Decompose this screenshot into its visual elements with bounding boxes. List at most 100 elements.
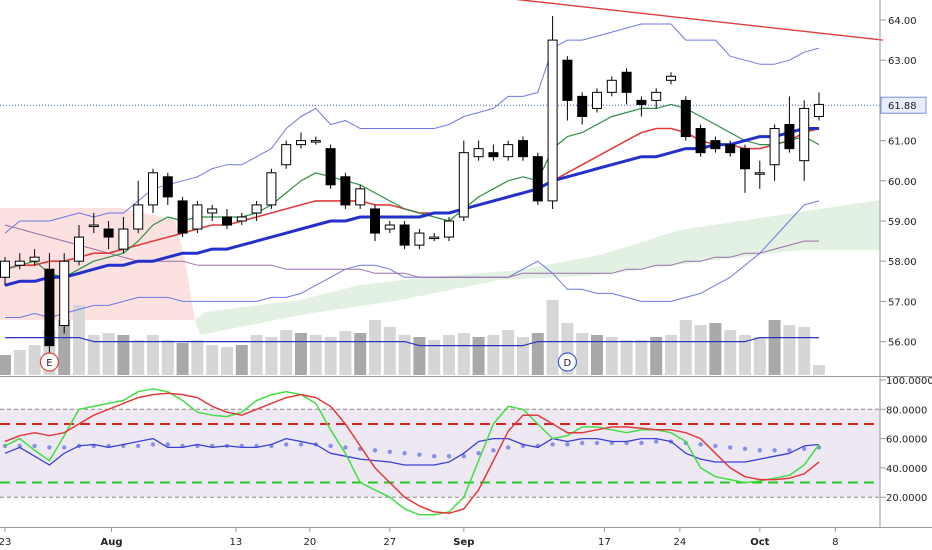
volume-bar — [383, 327, 396, 375]
volume-bar — [487, 335, 500, 375]
candle-body — [547, 39, 558, 202]
volume-bar — [250, 335, 263, 375]
volume-bar — [102, 333, 115, 375]
candle-body — [621, 71, 632, 93]
rsi-signal-dot — [284, 442, 289, 447]
rsi-signal-dot — [461, 453, 466, 459]
candle-body — [444, 220, 454, 238]
candle-body — [222, 216, 232, 226]
rsi-signal-dot — [742, 446, 748, 452]
volume-bar — [753, 337, 766, 375]
candle-body — [310, 140, 321, 143]
oscillator-panel — [0, 378, 880, 527]
rsi-signal-dot — [639, 440, 644, 446]
candle-body — [88, 224, 99, 228]
price-tick-label: 61.00 — [888, 137, 917, 148]
osc-tick-label: 20.0000 — [886, 493, 927, 504]
volume-bar — [443, 335, 455, 375]
candle-body — [236, 216, 247, 222]
candle-body — [429, 236, 440, 240]
candle-body — [740, 148, 750, 170]
bollinger-lower-line — [5, 200, 820, 318]
volume-bar — [576, 333, 589, 375]
price-tick-label: 58.00 — [888, 257, 917, 268]
volume-bar — [132, 340, 145, 375]
candle-body — [296, 140, 306, 146]
volume-bar — [783, 325, 796, 375]
volume-bar — [265, 337, 278, 375]
candle-body — [799, 107, 810, 162]
rsi-signal-dot — [150, 442, 156, 447]
volume-bar — [87, 335, 100, 375]
volume-bar — [369, 320, 381, 375]
candle-body — [725, 144, 736, 154]
volume-bar — [176, 343, 189, 375]
candle-body — [29, 256, 40, 262]
volume-bar — [147, 335, 159, 375]
osc-tick-label: 100.0000 — [886, 376, 932, 387]
osc-tick-label: 80.0000 — [886, 405, 927, 416]
rsi-signal-dot — [654, 439, 659, 444]
volume-bar — [768, 320, 781, 375]
volume-bar — [679, 320, 692, 375]
rsi-signal-dot — [328, 443, 333, 449]
volume-bar — [798, 327, 811, 375]
x-tick-label: 13 — [230, 537, 243, 548]
volume-bar — [58, 320, 71, 375]
volume-ma-line — [5, 337, 819, 347]
candle-body — [14, 260, 25, 266]
x-tick-label: 8 — [832, 537, 838, 548]
rsi-signal-dot — [446, 453, 452, 459]
candle-body — [784, 124, 795, 150]
candle-body — [592, 91, 602, 109]
volume-bar — [457, 333, 470, 375]
candle-body — [754, 172, 765, 175]
rsi-signal-dot — [402, 451, 407, 456]
candle-body — [281, 144, 292, 166]
rsi-signal-dot — [343, 445, 348, 450]
volume-bar — [428, 340, 441, 375]
last-price-badge — [880, 96, 927, 114]
volume-bar — [235, 345, 248, 375]
candle-body — [251, 204, 262, 214]
volume-bar — [694, 325, 707, 375]
volume-bar — [709, 323, 722, 375]
candle-body — [414, 232, 425, 246]
rsi-signal-dot — [594, 440, 600, 446]
volume-bar — [724, 330, 737, 375]
volume-bar — [531, 333, 544, 375]
blue-ma-line — [4, 127, 819, 287]
rsi-signal-dot — [417, 452, 422, 457]
last-price-label: 61.88 — [888, 101, 917, 112]
x-tick-label: 24 — [674, 537, 687, 548]
volume-bar — [398, 335, 411, 375]
cloud-bullish — [195, 200, 880, 335]
price-tick-label: 64.00 — [888, 16, 917, 27]
volume-bar — [665, 335, 677, 375]
resistance-trendline — [515, 0, 883, 41]
candle-body — [710, 140, 721, 150]
volume-bar — [546, 300, 559, 375]
candle-body — [814, 103, 824, 117]
candle-body — [562, 59, 573, 101]
candle-body — [606, 79, 617, 93]
rsi-signal-dot — [372, 448, 378, 453]
volume-bar — [620, 340, 633, 375]
rsi-line — [4, 437, 820, 466]
rsi-signal-dot — [787, 448, 792, 453]
rsi-signal-dot — [713, 443, 718, 449]
volume-bar — [502, 330, 515, 375]
volume-bar — [324, 337, 337, 375]
candle-body — [666, 75, 676, 81]
volume-bar — [117, 335, 130, 375]
volume-bar — [295, 333, 307, 375]
candle-body — [370, 208, 380, 234]
rsi-signal-dot — [32, 443, 37, 449]
rsi-signal-dot — [387, 449, 392, 454]
volume-bar — [13, 350, 26, 375]
rsi-signal-dot — [476, 451, 481, 456]
event-marker-circle — [39, 352, 60, 372]
event-marker-label: D — [564, 358, 572, 369]
rsi-signal-dot — [491, 448, 496, 453]
